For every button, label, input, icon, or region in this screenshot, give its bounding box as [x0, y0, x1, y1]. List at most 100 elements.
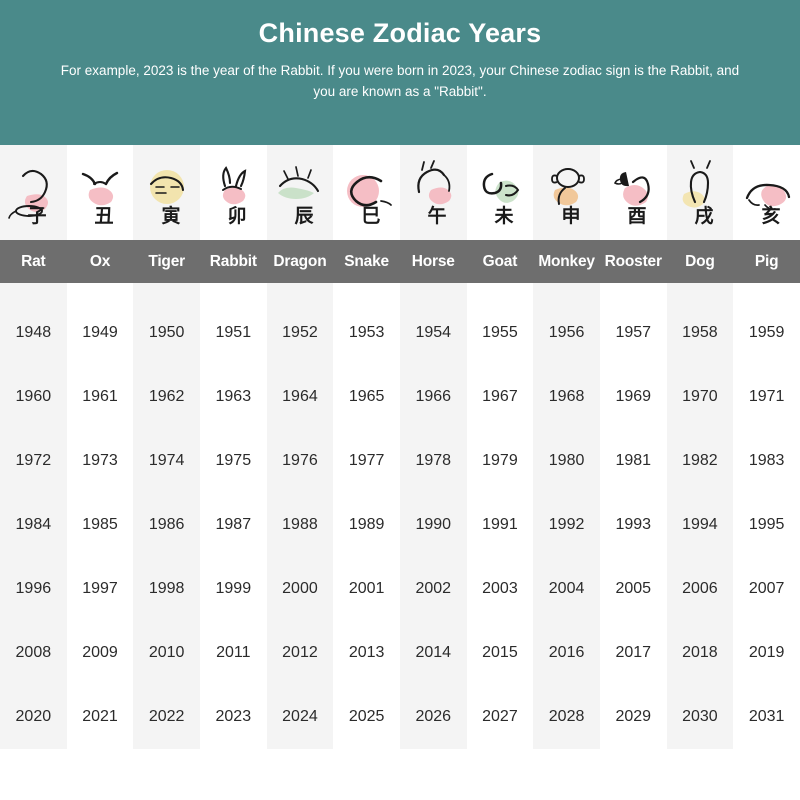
- table-row: 2008 2009 2010 2011 2012 2013 2014 2015 2016 2017…: [0, 621, 800, 685]
- year-cell: 1982: [682, 452, 718, 469]
- year-cell: 1975: [215, 452, 252, 469]
- zodiac-name-dog: Dog: [666, 240, 734, 283]
- year-cell: 1968: [548, 388, 585, 405]
- page-subtitle: For example, 2023 is the year of the Rab…: [60, 63, 740, 99]
- year-cell: 1950: [148, 324, 185, 341]
- year-cell: 1967: [482, 388, 518, 405]
- year-cell: 1966: [415, 388, 452, 405]
- year-cell: 2019: [748, 644, 785, 661]
- svg-text:巳: 巳: [361, 205, 380, 227]
- page-banner: Chinese Zodiac Years For example, 2023 i…: [0, 0, 800, 145]
- zodiac-cell-ox: 丑: [67, 145, 134, 240]
- svg-text:申: 申: [561, 204, 580, 227]
- horse-icon: 午: [403, 156, 463, 230]
- zodiac-cell-rooster: 酉: [600, 145, 667, 240]
- year-cell: 1964: [282, 388, 318, 405]
- rat-icon: 子: [3, 156, 63, 230]
- svg-text:子: 子: [28, 205, 47, 227]
- year-cell: 1990: [415, 516, 452, 533]
- spacer-cell: [200, 283, 267, 301]
- spacer-cell: [733, 283, 800, 301]
- snake-icon: 巳: [337, 156, 397, 230]
- zodiac-cell-dragon: 辰: [267, 145, 334, 240]
- zodiac-icon-row: 子 丑 寅卯辰巳 午未申酉戌 亥: [0, 145, 800, 240]
- year-cell: 1987: [215, 516, 252, 533]
- year-cell: 2020: [15, 708, 52, 725]
- rooster-icon: 酉: [603, 156, 663, 230]
- year-cell: 2003: [482, 580, 518, 597]
- year-cell: 1984: [15, 516, 52, 533]
- spacer-cell: [133, 283, 200, 301]
- spacer-cell: [667, 283, 734, 301]
- year-cell: 1989: [348, 516, 385, 533]
- zodiac-name-rat: Rat: [0, 240, 67, 283]
- year-cell: 2007: [748, 580, 785, 597]
- year-cell: 1996: [15, 580, 52, 597]
- zodiac-cell-goat: 未: [467, 145, 534, 240]
- year-cell: 1959: [748, 324, 785, 341]
- year-cell: 1988: [282, 516, 318, 533]
- year-cell: 1979: [482, 452, 518, 469]
- year-cell: 2012: [282, 644, 318, 661]
- year-cell: 2005: [615, 580, 652, 597]
- year-cell: 2000: [282, 580, 318, 597]
- svg-text:戌: 戌: [694, 205, 713, 227]
- dog-icon: 戌: [670, 156, 730, 230]
- table-row: 1996 1997 1998 1999 2000 2001 2002 2003 2004 2005…: [0, 557, 800, 621]
- year-cell: 1976: [282, 452, 318, 469]
- year-cell: 1998: [148, 580, 185, 597]
- year-cell: 2029: [615, 708, 652, 725]
- year-cell: 2018: [682, 644, 718, 661]
- year-cell: 2023: [215, 708, 252, 725]
- year-cell: 1958: [682, 324, 718, 341]
- table-row: 1984 1985 1986 1987 1988 1989 1990 1991 1992 1993…: [0, 493, 800, 557]
- zodiac-name-rooster: Rooster: [599, 240, 667, 283]
- year-cell: 1977: [348, 452, 385, 469]
- pig-icon: 亥: [737, 156, 797, 230]
- year-cell: 1955: [482, 324, 518, 341]
- year-cell: 2028: [548, 708, 585, 725]
- zodiac-cell-rat: 子: [0, 145, 67, 240]
- year-cell: 1985: [82, 516, 118, 533]
- table-row: 1948 1949 1950 1951 1952 1953 1954 1955 1956 1957…: [0, 301, 800, 365]
- year-cell: 2002: [415, 580, 452, 597]
- year-cell: 1961: [82, 388, 118, 405]
- svg-text:寅: 寅: [161, 204, 180, 227]
- zodiac-name-row: Rat Ox Tiger Rabbit Dragon Snake Horse Goat Monk…: [0, 240, 800, 283]
- dragon-icon: 辰: [270, 156, 330, 230]
- year-cell: 1952: [282, 324, 318, 341]
- year-cell: 1983: [748, 452, 785, 469]
- zodiac-cell-dog: 戌: [667, 145, 734, 240]
- year-cell: 1956: [548, 324, 585, 341]
- year-cell: 2008: [15, 644, 52, 661]
- year-cell: 1962: [148, 388, 185, 405]
- zodiac-cell-pig: 亥: [733, 145, 800, 240]
- year-cell: 1969: [615, 388, 652, 405]
- svg-text:丑: 丑: [94, 205, 113, 227]
- zodiac-cell-rabbit: 卯: [200, 145, 267, 240]
- year-cell: 2009: [82, 644, 118, 661]
- spacer-cell: [533, 283, 600, 301]
- spacer-cell: [67, 283, 134, 301]
- year-cell: 1972: [15, 452, 52, 469]
- year-cell: 2025: [348, 708, 385, 725]
- year-cell: 1973: [82, 452, 118, 469]
- year-cell: 1951: [215, 324, 252, 341]
- year-cell: 2017: [615, 644, 652, 661]
- year-cell: 1953: [348, 324, 385, 341]
- year-cell: 2006: [682, 580, 718, 597]
- year-cell: 1991: [482, 516, 518, 533]
- year-cell: 1986: [148, 516, 185, 533]
- year-cell: 1980: [548, 452, 585, 469]
- year-cell: 1994: [682, 516, 718, 533]
- zodiac-years-table: 子 丑 寅 卯 辰 巳 午 未 申 酉 戌 亥 Rat Ox Tiger Rabbit Dragon Snake…: [0, 145, 800, 749]
- year-cell: 1954: [415, 324, 452, 341]
- year-cell: 1965: [348, 388, 385, 405]
- year-cell: 2026: [415, 708, 452, 725]
- spacer-cell: [333, 283, 400, 301]
- goat-icon: 未: [470, 156, 530, 230]
- spacer-cell: [267, 283, 334, 301]
- zodiac-cell-monkey: 申: [533, 145, 600, 240]
- spacer-cell: [400, 283, 467, 301]
